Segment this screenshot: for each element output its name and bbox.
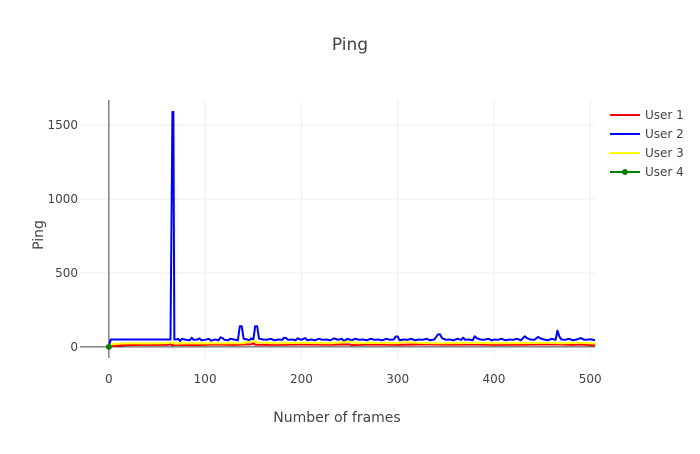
series-line-user-3 xyxy=(108,340,595,348)
legend-label-user-4: User 4 xyxy=(645,165,684,179)
y-tick-label: 500 xyxy=(55,266,78,280)
axis-layer xyxy=(80,100,595,358)
series-line-user-1 xyxy=(108,342,596,348)
chart-title: Ping xyxy=(332,35,368,55)
legend-item-user-4[interactable]: User 4 xyxy=(610,165,684,179)
legend-item-user-3[interactable]: User 3 xyxy=(610,146,684,160)
x-tick-label: 300 xyxy=(386,372,409,386)
y-tick-label: 1000 xyxy=(47,192,78,206)
legend-label-user-3: User 3 xyxy=(645,146,684,160)
y-tick-label: 1500 xyxy=(47,118,78,132)
legend-marker-user-4 xyxy=(622,169,628,175)
x-tick-label: 500 xyxy=(579,372,602,386)
x-tick-label: 200 xyxy=(290,372,313,386)
x-tick-label: 0 xyxy=(105,372,113,386)
legend-item-user-2[interactable]: User 2 xyxy=(610,127,684,141)
tick-layer: 0 100 200 300 400 500 0 500 1000 1500 xyxy=(47,118,601,386)
x-tick-label: 400 xyxy=(482,372,505,386)
x-axis-title: Number of frames xyxy=(273,410,400,426)
grid-layer xyxy=(80,100,595,358)
legend-label-user-1: User 1 xyxy=(645,108,684,122)
legend-item-user-1[interactable]: User 1 xyxy=(610,108,684,122)
series-layer xyxy=(105,110,596,350)
legend: User 1 User 2 User 3 User 4 xyxy=(610,108,684,179)
legend-label-user-2: User 2 xyxy=(645,127,684,141)
series-point-user-4 xyxy=(105,343,112,350)
y-axis-title: Ping xyxy=(31,220,47,250)
series-line-user-2 xyxy=(107,110,596,346)
x-tick-label: 100 xyxy=(194,372,217,386)
y-tick-label: 0 xyxy=(70,340,78,354)
